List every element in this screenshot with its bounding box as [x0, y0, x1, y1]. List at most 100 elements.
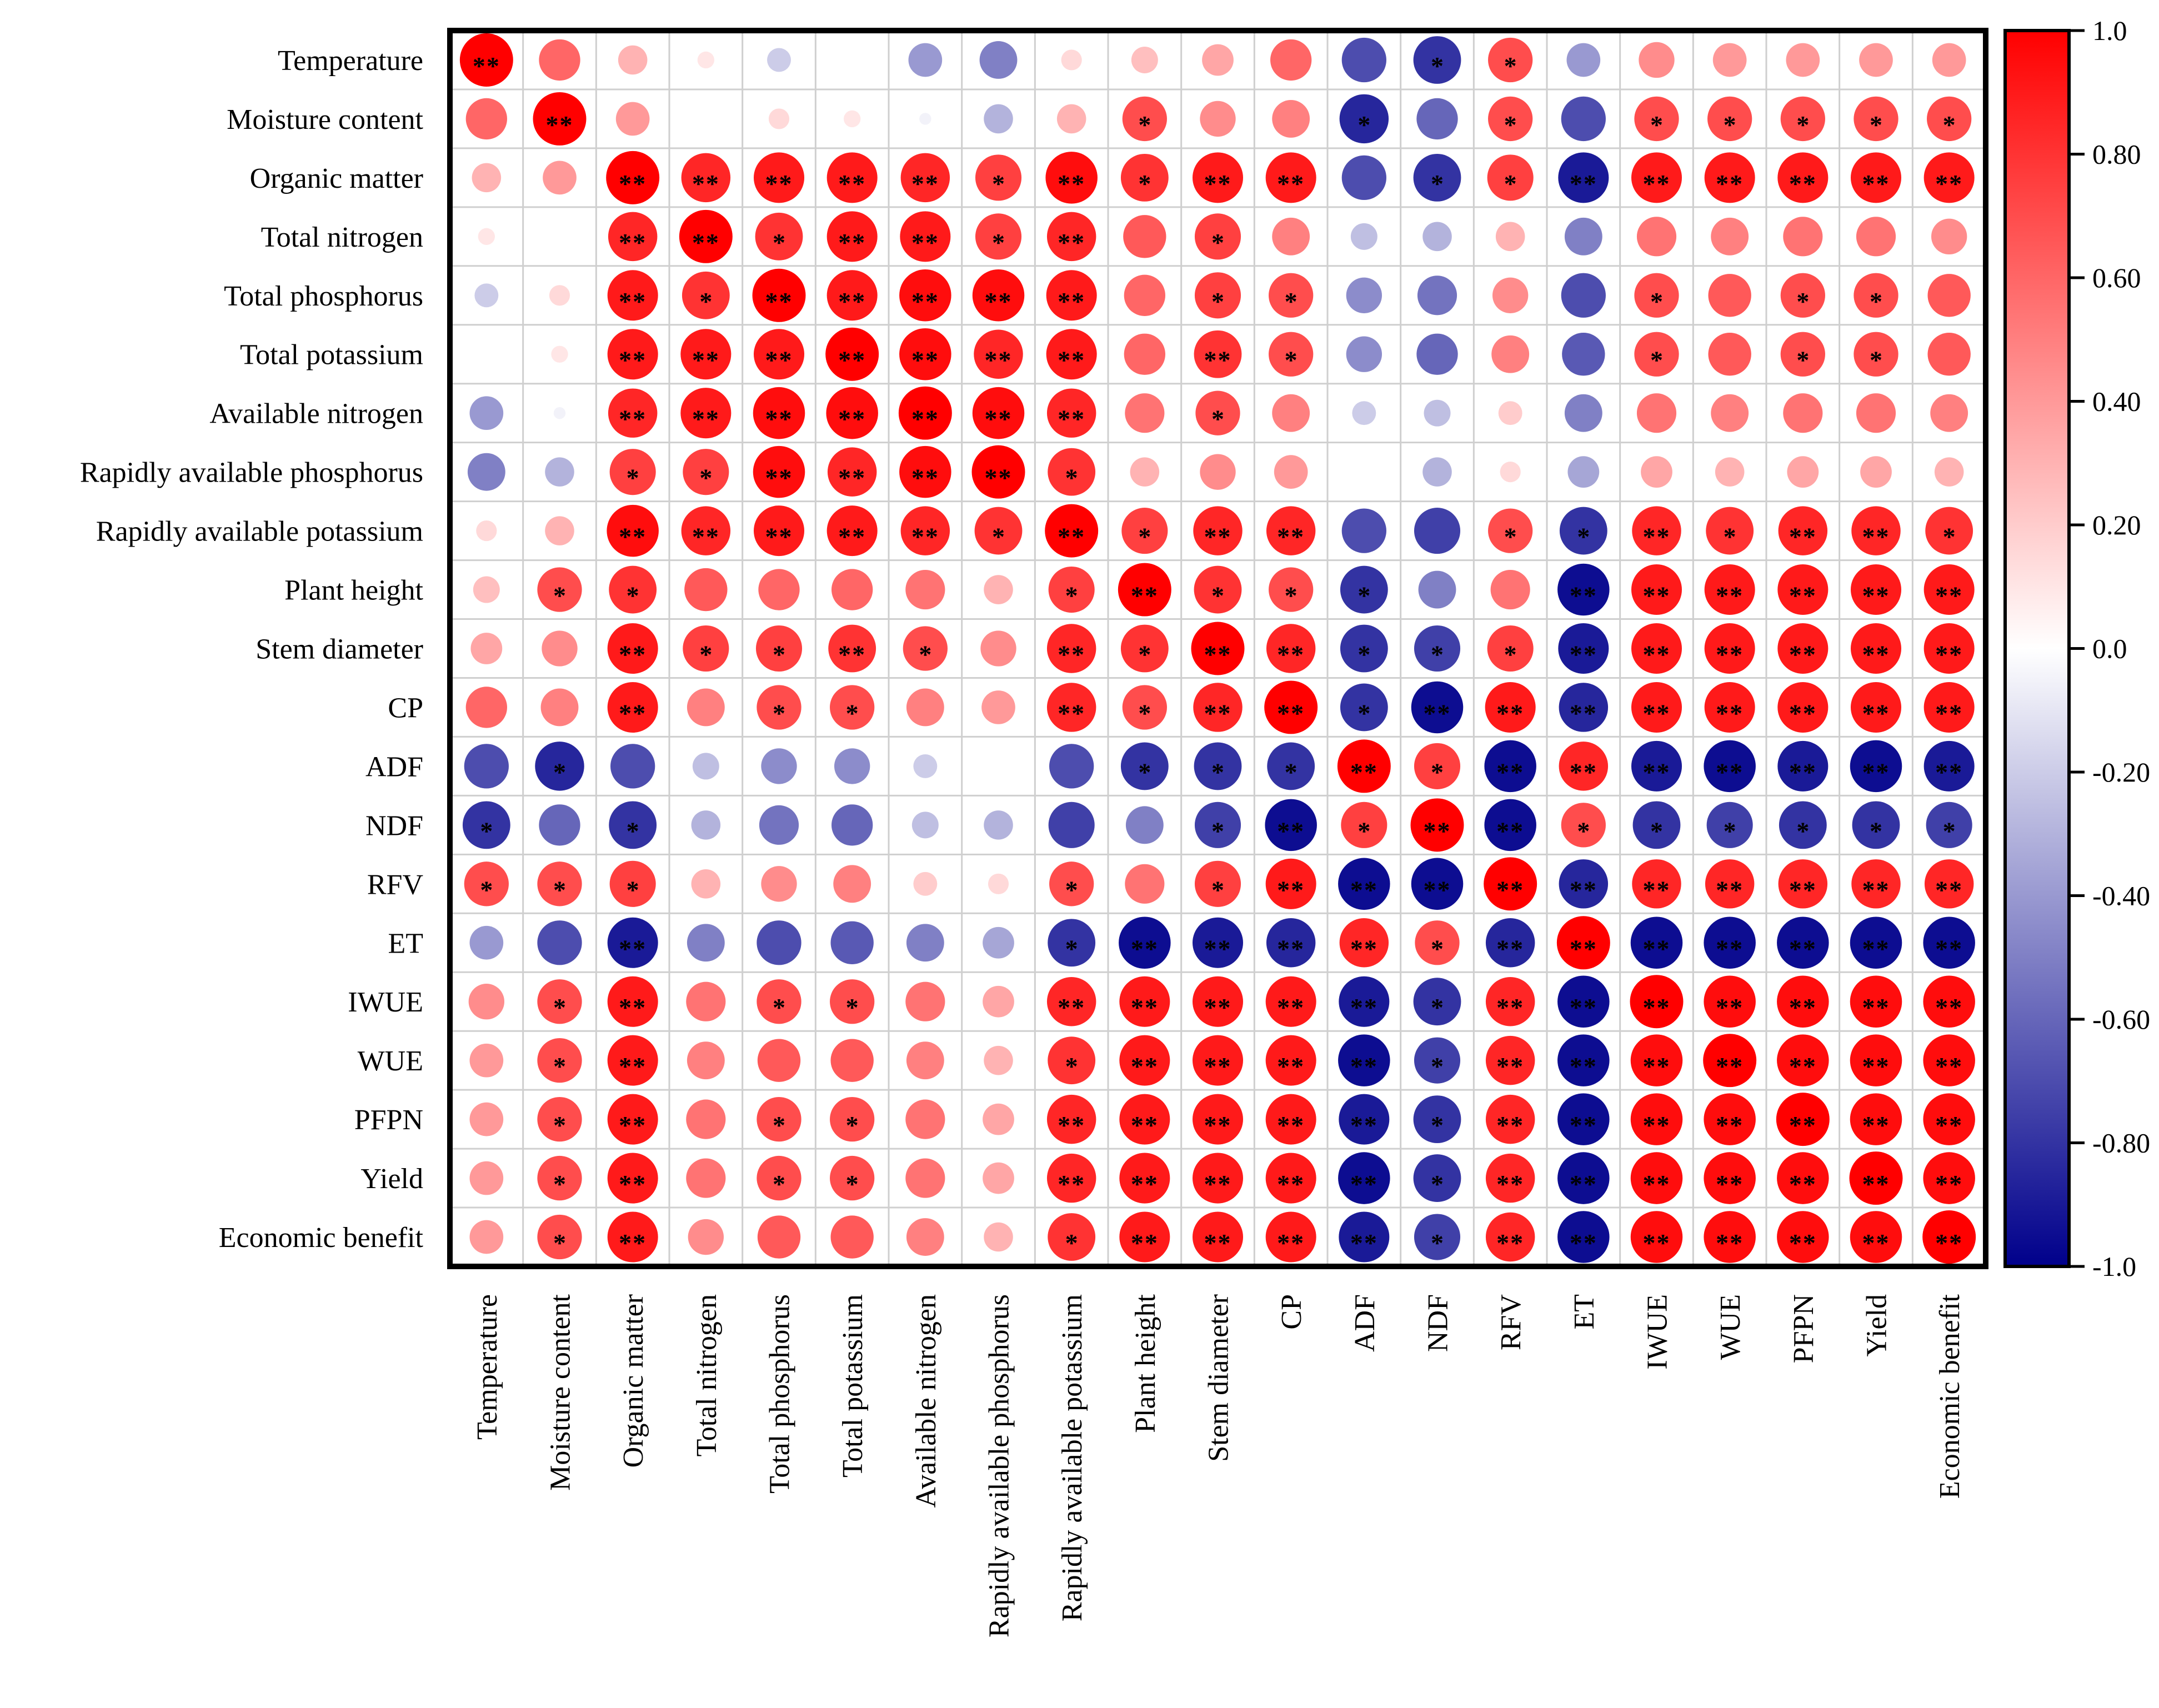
correlation-circle-2-6 [900, 153, 950, 203]
correlation-circle-8-18 [1778, 506, 1828, 555]
correlation-circle-16-19 [1850, 975, 1902, 1028]
correlation-circle-0-11 [1270, 39, 1312, 81]
correlation-circle-1-17 [1707, 96, 1752, 142]
correlation-circle-14-17 [1705, 859, 1755, 909]
correlation-circle-20-20 [1922, 1210, 1976, 1264]
row-label-11: CP [388, 692, 423, 724]
correlation-circle-16-8 [1046, 976, 1096, 1026]
correlation-circle-17-0 [469, 1043, 504, 1078]
significance-mark-10-2: ** [619, 640, 647, 669]
correlation-circle-15-9 [1119, 916, 1171, 969]
significance-mark-11-5: * [846, 699, 859, 727]
significance-mark-11-20: ** [1935, 699, 1963, 727]
correlation-circle-3-20 [1931, 218, 1967, 255]
correlation-circle-7-18 [1787, 456, 1819, 488]
significance-mark-6-6: ** [911, 405, 939, 433]
correlation-circle-7-2 [609, 449, 656, 495]
correlation-circle-8-7 [974, 507, 1023, 555]
significance-mark-14-14: ** [1496, 875, 1524, 904]
correlation-circle-10-14 [1487, 625, 1534, 672]
significance-mark-20-12: ** [1350, 1229, 1378, 1257]
significance-mark-11-2: ** [619, 699, 647, 727]
significance-mark-8-14: * [1504, 523, 1517, 551]
correlation-circle-10-12 [1340, 624, 1388, 673]
correlation-circle-5-14 [1491, 335, 1530, 373]
correlation-circle-7-17 [1715, 457, 1745, 487]
significance-mark-2-13: * [1431, 169, 1444, 198]
significance-mark-15-11: ** [1277, 934, 1305, 963]
correlation-circle-4-20 [1927, 274, 1971, 317]
row-label-4: Total phosphorus [224, 281, 423, 312]
significance-mark-15-20: ** [1935, 934, 1963, 963]
significance-mark-19-18: ** [1789, 1170, 1817, 1198]
correlation-circle-15-10 [1192, 917, 1244, 968]
correlation-circle-2-18 [1777, 152, 1829, 203]
correlation-circle-2-7 [975, 154, 1022, 201]
colorbar-tick-label-9: -0.80 [2092, 1128, 2150, 1159]
correlation-circle-18-8 [1046, 1094, 1096, 1144]
correlation-circle-1-9 [1122, 96, 1167, 142]
correlation-circle-1-13 [1416, 98, 1458, 140]
significance-mark-4-19: * [1870, 287, 1882, 315]
row-label-3: Total nitrogen [261, 222, 423, 253]
correlation-circle-0-20 [1932, 43, 1966, 77]
plot-frame [447, 28, 1988, 1269]
correlation-circle-2-14 [1487, 154, 1534, 201]
correlation-circle-12-20 [1923, 740, 1975, 792]
correlation-circle-9-4 [758, 569, 800, 610]
correlation-circle-11-3 [687, 688, 725, 727]
significance-mark-8-3: ** [692, 523, 720, 551]
significance-mark-2-9: * [1138, 169, 1151, 198]
significance-mark-18-11: ** [1277, 1111, 1305, 1139]
correlation-circle-12-10 [1194, 742, 1242, 790]
correlation-circle-9-8 [1048, 566, 1095, 613]
significance-mark-8-7: * [992, 523, 1005, 551]
correlation-circle-14-5 [833, 865, 871, 903]
correlation-circle-1-11 [1272, 100, 1310, 138]
correlation-circle-6-15 [1564, 394, 1602, 432]
significance-mark-18-9: ** [1131, 1111, 1159, 1139]
row-label-17: WUE [358, 1045, 423, 1077]
significance-mark-18-14: ** [1496, 1111, 1524, 1139]
significance-mark-17-10: ** [1204, 1052, 1232, 1080]
correlation-circle-7-13 [1422, 457, 1452, 487]
significance-mark-17-8: * [1065, 1052, 1078, 1080]
correlation-circle-4-17 [1708, 274, 1751, 317]
correlation-circle-16-11 [1265, 976, 1316, 1027]
correlation-circle-6-0 [469, 396, 504, 430]
significance-mark-13-12: * [1357, 817, 1370, 845]
correlation-circle-9-17 [1704, 564, 1755, 615]
significance-mark-10-20: ** [1935, 640, 1963, 669]
correlation-circle-0-13 [1413, 36, 1461, 84]
correlation-circle-12-14 [1484, 740, 1536, 793]
correlation-circle-10-10 [1191, 622, 1245, 675]
significance-mark-20-15: ** [1570, 1229, 1597, 1257]
correlation-circle-11-20 [1923, 682, 1975, 733]
correlation-circle-1-15 [1561, 96, 1606, 142]
correlation-circle-11-4 [757, 685, 802, 730]
significance-mark-3-2: ** [619, 228, 647, 257]
correlation-circle-11-5 [830, 685, 875, 730]
significance-mark-17-19: ** [1862, 1052, 1890, 1080]
correlation-circle-11-13 [1411, 681, 1464, 734]
correlation-circle-15-19 [1850, 916, 1902, 969]
correlation-circle-10-5 [828, 624, 876, 673]
correlation-circle-4-15 [1561, 273, 1606, 318]
correlation-circle-13-14 [1484, 799, 1536, 852]
row-label-0: Temperature [278, 45, 423, 77]
correlation-circle-17-17 [1703, 1034, 1757, 1088]
significance-mark-15-16: ** [1643, 934, 1671, 963]
correlation-circle-11-12 [1340, 683, 1388, 732]
row-label-10: Stem diameter [256, 634, 423, 665]
correlation-circle-14-14 [1484, 857, 1537, 911]
significance-mark-10-13: * [1431, 640, 1444, 669]
correlation-circle-4-19 [1854, 273, 1898, 318]
correlation-circle-12-16 [1631, 740, 1682, 792]
correlation-circle-6-12 [1352, 401, 1376, 425]
significance-mark-14-16: ** [1643, 875, 1671, 904]
significance-mark-6-5: ** [838, 405, 866, 433]
significance-mark-15-10: ** [1204, 934, 1232, 963]
row-label-13: NDF [365, 810, 423, 842]
correlation-circle-13-19 [1852, 801, 1900, 849]
significance-mark-11-17: ** [1716, 699, 1744, 727]
